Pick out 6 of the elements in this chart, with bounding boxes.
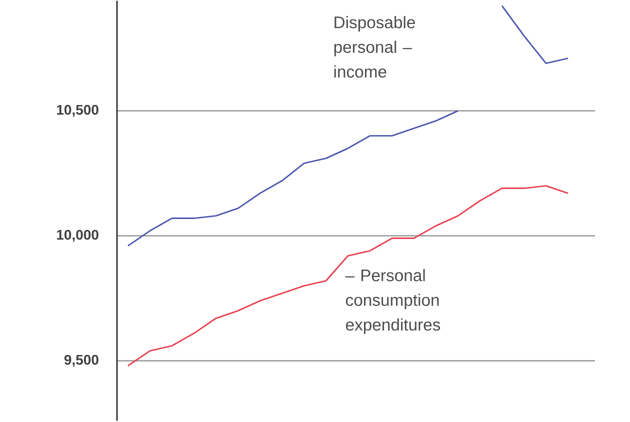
text: Disposable personal – income — [334, 16, 415, 78]
line-series — [127, 185, 569, 367]
y-tick-label: 10,000 — [57, 230, 98, 242]
series-label: – Personal consumption expenditures — [345, 269, 440, 334]
y-tick-label: 9,500 — [64, 355, 98, 367]
y-tick-label: 10,500 — [57, 105, 98, 117]
